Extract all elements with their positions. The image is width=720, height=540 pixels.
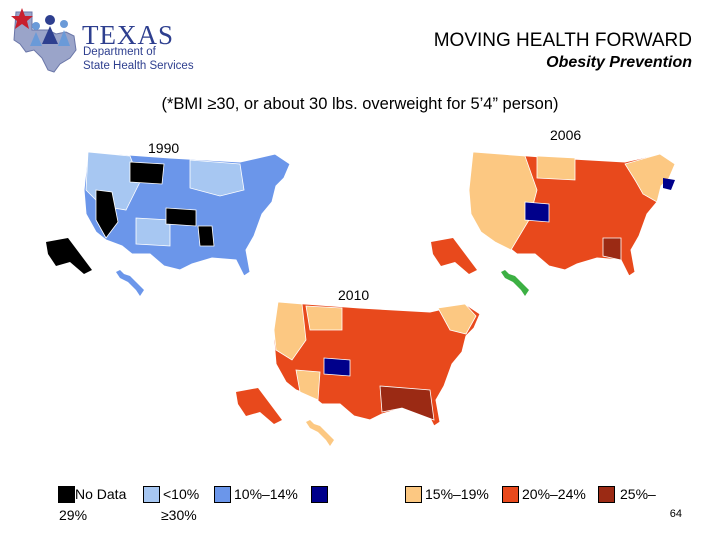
legend-swatch-15-19 — [405, 486, 422, 503]
page-title: MOVING HEALTH FORWARD — [433, 30, 692, 51]
bmi-note: (*BMI ≥30, or about 30 lbs. overweight f… — [161, 95, 559, 113]
logo-line-1: Department of — [83, 46, 156, 58]
us-map-2006 — [431, 151, 676, 296]
map-2006-label: 2006 — [550, 127, 582, 143]
logo-name: TEXAS — [82, 20, 174, 50]
texas-dshs-logo — [6, 4, 206, 74]
legend-swatch-no-data — [58, 486, 75, 503]
legend-label-10-14: 10%–14% — [234, 486, 298, 502]
legend-label-under-10: <10% — [163, 486, 200, 502]
legend-swatch-under-10 — [143, 486, 160, 503]
map-1990-label: 1990 — [148, 140, 180, 156]
legend-swatch-30-plus — [311, 486, 328, 503]
page-number: 64 — [669, 508, 682, 520]
legend-swatch-20-24 — [502, 486, 519, 503]
map-legend: No Data 29% <10% ≥30% 10%–14% 15%–19% 20… — [0, 484, 720, 524]
legend-swatch-10-14 — [214, 486, 231, 503]
legend-label-15-19: 15%–19% — [425, 486, 489, 502]
logo-line-2: State Health Services — [83, 60, 194, 72]
legend-label-no-data: No Data — [75, 486, 127, 502]
legend-label-20-24: 20%–24% — [522, 486, 586, 502]
map-2010-label: 2010 — [338, 287, 370, 303]
legend-label-25-29: 25%– — [620, 486, 656, 502]
legend-wrap-30: ≥30% — [161, 507, 197, 523]
us-map-1990 — [46, 151, 291, 296]
legend-swatch-25-29 — [598, 486, 615, 503]
texas-outline-icon — [11, 8, 77, 73]
us-map-2010 — [236, 301, 481, 446]
legend-wrap-29: 29% — [59, 507, 88, 523]
page-subtitle: Obesity Prevention — [546, 54, 692, 71]
